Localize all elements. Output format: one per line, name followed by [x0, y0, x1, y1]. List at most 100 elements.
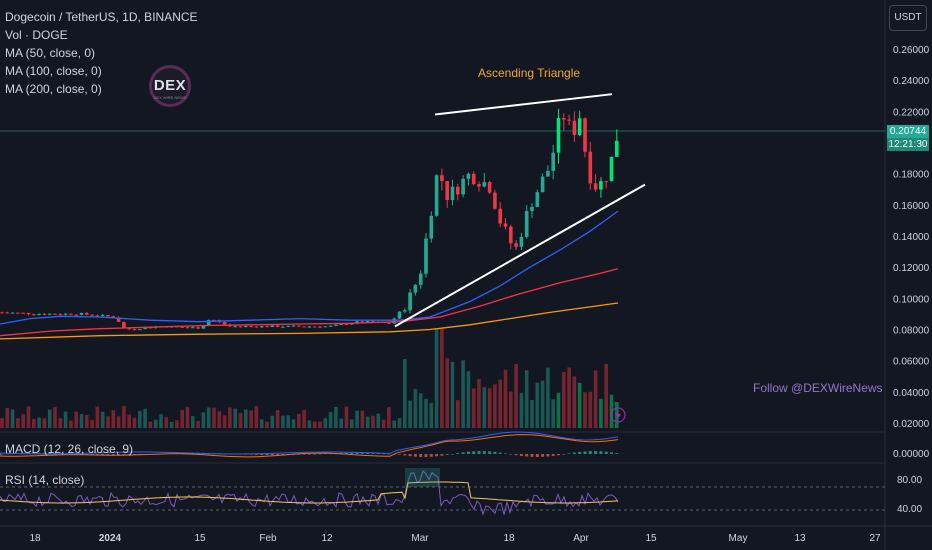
- candle-body: [244, 326, 248, 328]
- volume-bar: [100, 411, 105, 428]
- volume-bar: [339, 418, 343, 428]
- macd-bar: [350, 452, 354, 454]
- currency-button[interactable]: USDT: [889, 5, 927, 31]
- macd-bar: [419, 454, 423, 457]
- volume-bar: [116, 416, 121, 428]
- volume-bar: [397, 418, 402, 428]
- time-tick-label: 15: [645, 533, 657, 544]
- time-tick-label: 15: [194, 533, 206, 544]
- volume-bar: [201, 412, 206, 428]
- macd-bar: [594, 451, 598, 454]
- candle-body: [519, 236, 524, 247]
- volume-bar: [440, 328, 444, 428]
- candle-body: [360, 321, 365, 323]
- candle-body: [530, 206, 534, 212]
- volume-bar: [403, 359, 407, 428]
- legend-ma100[interactable]: MA (100, close, 0): [5, 64, 102, 78]
- macd-bar: [435, 454, 439, 457]
- volume-bar: [583, 392, 587, 428]
- macd-bar: [472, 451, 476, 454]
- candle-body: [138, 329, 142, 331]
- macd-bar: [466, 451, 470, 454]
- volume-bar: [138, 410, 142, 428]
- candle-body: [387, 322, 391, 324]
- volume-bar: [275, 410, 280, 428]
- macd-bar: [307, 454, 311, 455]
- follow-label: Follow @DEXWireNews: [753, 381, 883, 395]
- volume-bar: [487, 388, 492, 428]
- macd-bar: [599, 451, 603, 454]
- candle-body: [69, 313, 73, 315]
- volume-bar: [556, 392, 561, 428]
- macd-signal-line: [0, 434, 619, 458]
- time-tick-label: Mar: [411, 533, 429, 544]
- macd-bar: [514, 454, 518, 456]
- macd-bar: [546, 454, 550, 457]
- volume-bar: [312, 421, 317, 428]
- volume-bar: [191, 416, 195, 428]
- volume-bar: [175, 420, 179, 428]
- candle-body: [371, 321, 375, 323]
- candle-body: [90, 314, 94, 316]
- volume-bar: [334, 406, 338, 428]
- volume-bar: [498, 379, 502, 428]
- legend-ma50[interactable]: MA (50, close, 0): [5, 46, 96, 60]
- legend-volume[interactable]: Vol · DOGE: [5, 28, 68, 42]
- volume-bar: [450, 361, 455, 428]
- ma-line-2: [0, 302, 619, 340]
- macd-bar: [313, 453, 317, 455]
- price-tick-label: 0.02000: [893, 419, 930, 430]
- macd-bar: [604, 451, 608, 454]
- candle-body: [493, 192, 497, 209]
- macd-bar: [398, 454, 401, 455]
- volume-bar: [228, 407, 232, 428]
- macd-bar: [615, 453, 619, 454]
- candle-body: [535, 192, 540, 207]
- volume-bar: [196, 420, 200, 428]
- macd-label[interactable]: MACD (12, 26, close, 9): [5, 442, 134, 456]
- candle-body: [191, 327, 195, 329]
- volume-bar: [74, 411, 78, 428]
- candle-body: [450, 186, 455, 200]
- candle-body: [37, 314, 41, 316]
- candle-body: [546, 170, 550, 177]
- candle-body: [222, 321, 227, 325]
- macd-bar: [48, 452, 52, 454]
- volume-bar: [413, 389, 418, 428]
- legend-symbol[interactable]: Dogecoin / TetherUS, 1D, BINANCE: [5, 10, 198, 24]
- volume-bar: [143, 408, 147, 428]
- volume-bar: [185, 407, 190, 428]
- rsi-ma-line: [0, 481, 619, 504]
- candle-body: [323, 326, 328, 328]
- dex-logo: DEX DEX WIRE NEWS: [149, 65, 191, 107]
- volume-bar: [392, 420, 396, 428]
- legend-ma200[interactable]: MA (200, close, 0): [5, 82, 102, 96]
- volume-bar: [249, 410, 253, 428]
- rsi-overbought-fill: [405, 468, 440, 487]
- candle-body: [95, 315, 100, 317]
- macd-bar: [413, 454, 417, 457]
- candle-body: [58, 314, 63, 316]
- volume-bar: [132, 417, 137, 428]
- volume-bar: [524, 370, 529, 428]
- candle-body: [132, 329, 137, 331]
- volume-bar: [424, 398, 428, 428]
- macd-bar: [387, 453, 391, 455]
- volume-bar: [286, 415, 290, 428]
- volume-bar: [562, 371, 566, 428]
- volume-bar: [604, 363, 608, 428]
- time-tick-label: 2024: [99, 533, 122, 544]
- volume-bar: [551, 399, 555, 428]
- candle-body: [21, 312, 25, 314]
- rsi-label[interactable]: RSI (14, close): [5, 473, 85, 487]
- volume-bar: [281, 415, 285, 428]
- volume-bar: [180, 409, 184, 428]
- macd-bar: [504, 453, 507, 455]
- price-tick-label: 0.26000: [893, 45, 930, 56]
- candle-body: [143, 327, 147, 330]
- candle-body: [5, 312, 10, 314]
- volume-bar: [95, 406, 100, 428]
- volume-bar: [344, 406, 349, 428]
- time-tick-label: 18: [503, 533, 515, 544]
